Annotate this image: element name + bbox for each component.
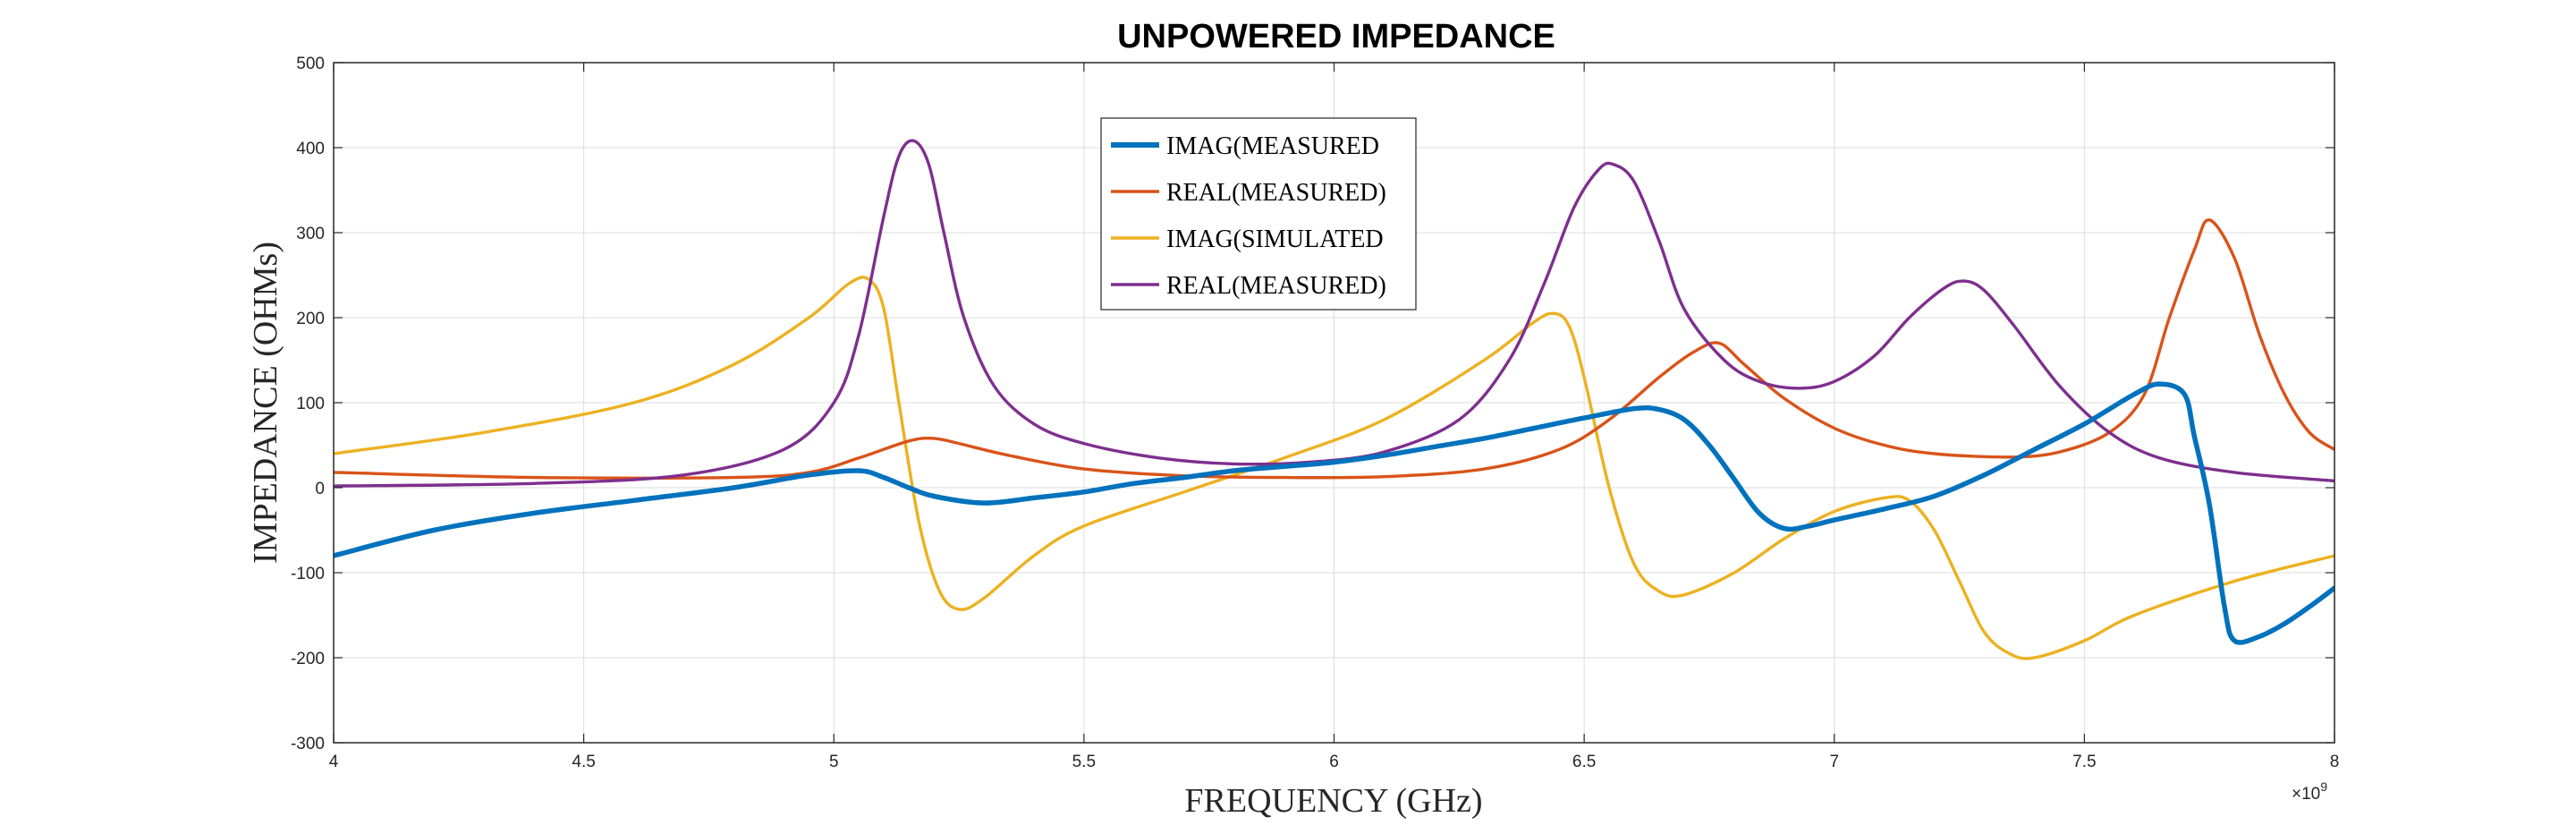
x-exponent-base: ×10	[2292, 785, 2320, 804]
legend: IMAG(MEASURED REAL(MEASURED) IMAG(SIMULATE…	[1100, 117, 1417, 311]
x-exponent-power: 9	[2320, 779, 2327, 794]
series-line-1	[334, 381, 2334, 645]
x-tick-label: 5.5	[1072, 753, 1096, 771]
series-line-3	[334, 276, 2334, 660]
series-line-4	[334, 139, 2334, 488]
x-tick-label: 8	[2330, 753, 2340, 771]
y-tick-label: -200	[291, 650, 325, 668]
y-tick-label: -100	[291, 565, 325, 583]
legend-label-1: IMAG(MEASURED	[1166, 132, 1379, 160]
y-tick-label: -300	[291, 735, 325, 753]
legend-label-3: IMAG(SIMULATED	[1166, 226, 1384, 253]
y-tick-label: 100	[296, 395, 325, 413]
y-tick-label: 500	[296, 55, 325, 73]
y-tick-label: 300	[296, 225, 325, 243]
plot-area	[334, 139, 2334, 660]
x-axis-exponent: ×109	[2292, 779, 2327, 804]
y-tick-label: 400	[296, 140, 325, 158]
y-tick-label: 0	[315, 480, 325, 498]
x-tick-label: 7	[1829, 753, 1839, 771]
axis-ticks: 4 4.5 5 5.5 6 6.5 7 7.5 8 -300 -200 -100 0 100 200 300 4…	[291, 55, 2339, 771]
chart-title: UNPOWERED IMPEDANCE	[1117, 18, 1555, 55]
y-tick-label: 200	[296, 310, 325, 328]
legend-box	[1100, 117, 1417, 311]
y-axis-label: IMPEDANCE (OHMs)	[247, 242, 284, 564]
legend-label-2: REAL(MEASURED)	[1166, 179, 1386, 207]
x-tick-label: 4	[329, 753, 339, 771]
series-line-2	[334, 218, 2334, 480]
x-tick-label: 6.5	[1572, 753, 1596, 771]
x-axis-label: FREQUENCY (GHz)	[1184, 782, 1482, 820]
x-tick-label: 7.5	[2072, 753, 2096, 771]
x-tick-label: 4.5	[572, 753, 595, 771]
x-tick-label: 6	[1329, 753, 1339, 771]
x-tick-label: 5	[829, 753, 839, 771]
legend-label-4: REAL(MEASURED)	[1166, 272, 1386, 300]
